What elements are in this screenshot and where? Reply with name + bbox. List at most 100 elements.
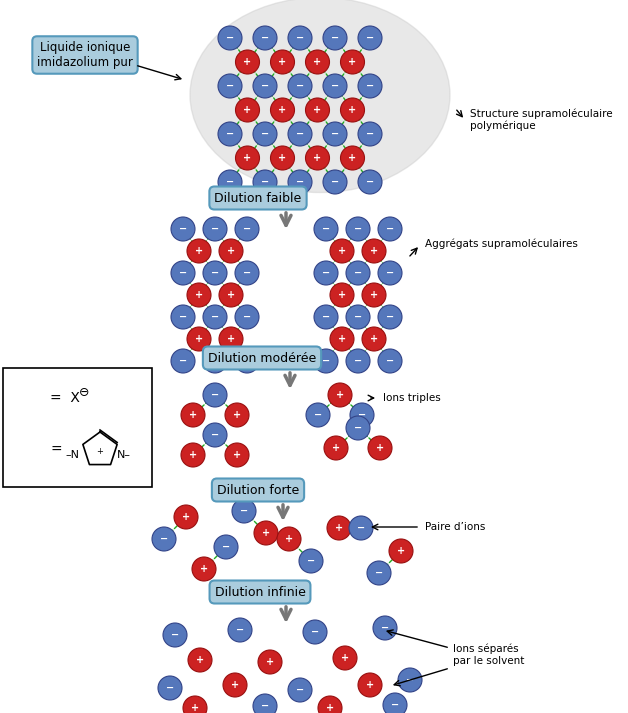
Text: −: − [171, 630, 179, 640]
Circle shape [203, 261, 227, 285]
Text: −: − [243, 312, 251, 322]
Text: =: = [50, 443, 62, 457]
Text: −: − [240, 506, 248, 516]
Circle shape [235, 305, 259, 329]
Circle shape [187, 327, 211, 351]
Circle shape [373, 616, 397, 640]
Circle shape [253, 74, 277, 98]
Text: +: + [313, 57, 322, 67]
Circle shape [314, 261, 338, 285]
Text: −: − [261, 33, 269, 43]
Circle shape [235, 217, 259, 241]
Text: +: + [278, 105, 286, 115]
Circle shape [330, 283, 354, 307]
Circle shape [203, 423, 227, 447]
Circle shape [349, 516, 373, 540]
Circle shape [17, 387, 43, 413]
Circle shape [271, 98, 295, 122]
Text: Dilution faible: Dilution faible [214, 192, 301, 205]
Text: +: + [200, 564, 208, 574]
Circle shape [346, 416, 370, 440]
Text: +: + [189, 450, 197, 460]
Circle shape [171, 305, 195, 329]
Text: −: − [375, 568, 383, 578]
Text: +: + [278, 57, 286, 67]
Text: +: + [195, 290, 203, 300]
Circle shape [323, 170, 347, 194]
Circle shape [253, 694, 277, 713]
Text: ⊖: ⊖ [79, 386, 90, 399]
Circle shape [235, 261, 259, 285]
Circle shape [306, 403, 330, 427]
Circle shape [367, 561, 391, 585]
Text: −: − [26, 395, 34, 405]
Circle shape [181, 443, 205, 467]
Text: −: − [331, 33, 339, 43]
Circle shape [358, 26, 382, 50]
Text: −: − [386, 268, 394, 278]
Circle shape [258, 650, 282, 674]
Circle shape [253, 122, 277, 146]
Text: −: − [296, 129, 304, 139]
Circle shape [203, 349, 227, 373]
Text: −: − [296, 685, 304, 695]
Circle shape [368, 436, 392, 460]
Text: −: − [391, 700, 399, 710]
Text: =  X: = X [50, 391, 80, 405]
Text: −: − [296, 177, 304, 187]
Text: +: + [244, 105, 252, 115]
Text: +: + [332, 443, 340, 453]
Text: +: + [313, 105, 322, 115]
Circle shape [219, 239, 243, 263]
Circle shape [346, 261, 370, 285]
Circle shape [398, 668, 422, 692]
Text: +: + [182, 512, 190, 522]
Text: +: + [191, 703, 199, 713]
Circle shape [378, 349, 402, 373]
Text: +: + [227, 334, 235, 344]
Text: −: − [354, 423, 362, 433]
Text: +: + [397, 546, 405, 556]
Text: −: − [243, 268, 251, 278]
Text: +: + [231, 680, 239, 690]
Text: −: − [226, 177, 234, 187]
Text: −: − [366, 81, 374, 91]
Circle shape [203, 305, 227, 329]
Text: −: − [322, 268, 330, 278]
Circle shape [236, 98, 259, 122]
Circle shape [358, 74, 382, 98]
Circle shape [288, 678, 312, 702]
Text: +: + [227, 290, 235, 300]
Text: +: + [349, 153, 357, 163]
Text: −: − [307, 556, 315, 566]
Circle shape [305, 50, 330, 74]
Text: −: − [314, 410, 322, 420]
Circle shape [327, 516, 351, 540]
Circle shape [362, 327, 386, 351]
Circle shape [378, 261, 402, 285]
Text: +: + [366, 680, 374, 690]
Circle shape [346, 349, 370, 373]
Text: −: − [386, 356, 394, 366]
Circle shape [324, 436, 348, 460]
Text: +: + [26, 445, 34, 455]
Text: −: − [386, 224, 394, 234]
Circle shape [225, 443, 249, 467]
Circle shape [288, 122, 312, 146]
Circle shape [271, 146, 295, 170]
Circle shape [232, 499, 256, 523]
Text: +: + [195, 334, 203, 344]
Circle shape [358, 170, 382, 194]
Circle shape [219, 283, 243, 307]
Text: +: + [195, 246, 203, 256]
Text: −: − [322, 312, 330, 322]
Circle shape [187, 283, 211, 307]
Text: −: − [386, 312, 394, 322]
Text: −: − [226, 33, 234, 43]
Circle shape [254, 521, 278, 545]
Text: Paire d’ions: Paire d’ions [425, 522, 485, 532]
Circle shape [299, 549, 323, 573]
Circle shape [288, 26, 312, 50]
Circle shape [340, 50, 364, 74]
Circle shape [383, 693, 407, 713]
